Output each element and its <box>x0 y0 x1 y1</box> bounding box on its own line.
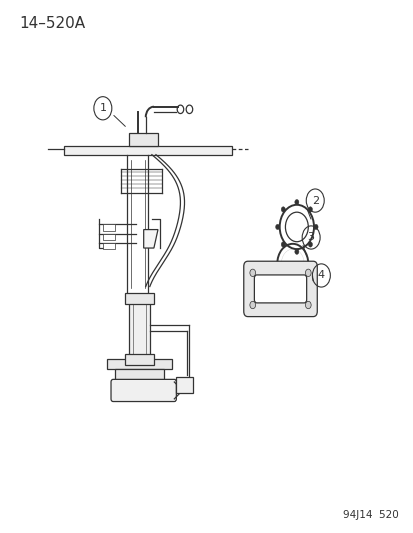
Circle shape <box>294 249 298 254</box>
Bar <box>125 353 154 365</box>
Text: 1: 1 <box>99 103 106 114</box>
Bar <box>125 293 154 304</box>
Text: 2: 2 <box>311 196 318 206</box>
Circle shape <box>275 224 279 230</box>
Text: 94J14  520: 94J14 520 <box>342 510 398 520</box>
Polygon shape <box>143 230 158 248</box>
Text: 3: 3 <box>307 232 314 243</box>
Bar <box>129 133 158 146</box>
Circle shape <box>249 269 255 277</box>
Circle shape <box>305 269 311 277</box>
Bar <box>64 146 231 155</box>
FancyBboxPatch shape <box>243 261 316 317</box>
Circle shape <box>305 301 311 309</box>
Bar <box>129 298 150 359</box>
Text: 4: 4 <box>317 270 324 280</box>
Circle shape <box>280 207 285 212</box>
FancyBboxPatch shape <box>254 275 306 303</box>
Circle shape <box>294 199 298 205</box>
Circle shape <box>249 301 255 309</box>
Bar <box>176 377 192 393</box>
FancyBboxPatch shape <box>111 379 176 401</box>
Bar <box>102 243 115 249</box>
Circle shape <box>313 224 317 230</box>
Bar <box>115 369 164 380</box>
Bar <box>102 224 115 231</box>
Circle shape <box>308 207 312 212</box>
Circle shape <box>308 242 312 247</box>
Circle shape <box>280 242 285 247</box>
Bar <box>107 359 172 369</box>
Bar <box>102 233 115 240</box>
Text: 14–520A: 14–520A <box>19 16 85 31</box>
